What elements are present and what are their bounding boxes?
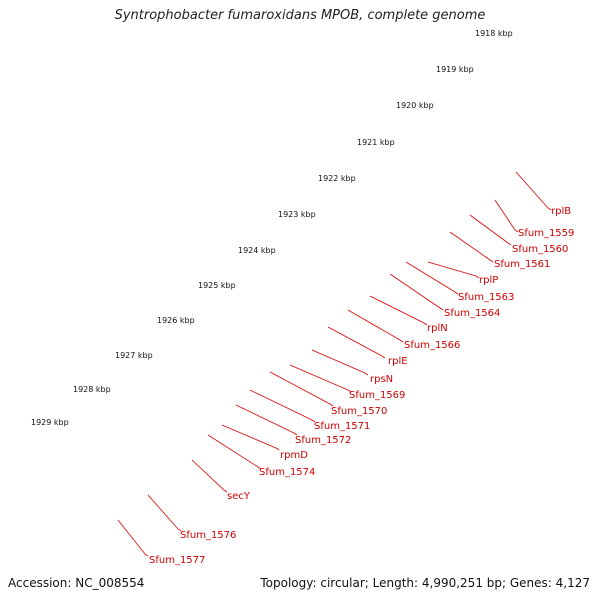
gene-label: Sfum_1569 <box>349 390 405 401</box>
gene-leader-line <box>469 214 512 246</box>
gene-leader-line <box>117 519 149 557</box>
gene-leader-line <box>235 404 298 436</box>
gene-leader-line <box>269 371 334 407</box>
gene-label: rplN <box>427 323 448 334</box>
gene-leader-line <box>207 434 262 470</box>
gene-label: Sfum_1564 <box>444 308 500 319</box>
genome-title: Syntrophobacter fumaroxidans MPOB, compl… <box>114 8 486 23</box>
gene-label: rplP <box>479 275 498 286</box>
gene-leader-line <box>427 261 480 279</box>
gene-leader-line <box>515 171 552 211</box>
gene-label: Sfum_1570 <box>331 406 387 417</box>
kbp-tick-label: 1921 kbp <box>357 138 395 147</box>
kbp-tick-label: 1924 kbp <box>238 246 276 255</box>
gene-label: rpsN <box>370 374 393 385</box>
kbp-tick-label: 1920 kbp <box>396 101 434 110</box>
gene-labels: rplB Sfum_1559 Sfum_1560 Sfum_1561 rplP Sfum_… <box>117 171 574 566</box>
kbp-tick-label: 1923 kbp <box>278 210 316 219</box>
gene-leader-line <box>221 424 280 451</box>
kbp-tick-label: 1925 kbp <box>198 281 236 290</box>
kbp-tick-labels: 1918 kbp 1919 kbp 1920 kbp 1921 kbp 1922 kbp… <box>31 29 513 427</box>
gene-leader-line <box>191 459 228 493</box>
gene-leader-line <box>369 295 428 326</box>
gene-label: Sfum_1566 <box>404 340 460 351</box>
gene-leader-line <box>347 309 404 343</box>
gene-label: Sfum_1572 <box>295 435 351 446</box>
gene-label: rplB <box>551 206 571 217</box>
kbp-tick-label: 1929 kbp <box>31 418 69 427</box>
gene-leader-line <box>405 261 459 295</box>
gene-label: Sfum_1577 <box>149 555 205 566</box>
kbp-tick-label: 1919 kbp <box>436 65 474 74</box>
gene-label: secY <box>227 491 251 502</box>
kbp-tick-label: 1922 kbp <box>318 174 356 183</box>
gene-label: Sfum_1571 <box>314 421 370 432</box>
gene-label: rplE <box>388 356 408 367</box>
topology-summary-text: Topology: circular; Length: 4,990,251 bp… <box>260 576 590 590</box>
gene-leader-line <box>249 389 316 423</box>
gene-leader-line <box>449 231 494 263</box>
kbp-tick-label: 1927 kbp <box>115 351 153 360</box>
gene-label: Sfum_1560 <box>512 244 568 255</box>
gene-label: rpmD <box>280 450 308 461</box>
gene-leader-line <box>494 199 519 233</box>
gene-leader-line <box>389 273 444 311</box>
gene-label: Sfum_1563 <box>458 292 514 303</box>
gene-label: Sfum_1561 <box>494 259 550 270</box>
gene-leader-line <box>289 364 352 393</box>
kbp-tick-label: 1918 kbp <box>475 29 513 38</box>
gene-label: Sfum_1574 <box>259 467 315 478</box>
gene-leader-line <box>147 494 182 532</box>
gene-label: Sfum_1559 <box>518 228 574 239</box>
accession-text: Accession: NC_008554 <box>8 576 145 590</box>
gene-leader-line <box>327 326 386 359</box>
kbp-tick-label: 1926 kbp <box>157 316 195 325</box>
gene-label: Sfum_1576 <box>180 530 236 541</box>
kbp-tick-label: 1928 kbp <box>73 385 111 394</box>
gene-leader-line <box>311 349 369 376</box>
